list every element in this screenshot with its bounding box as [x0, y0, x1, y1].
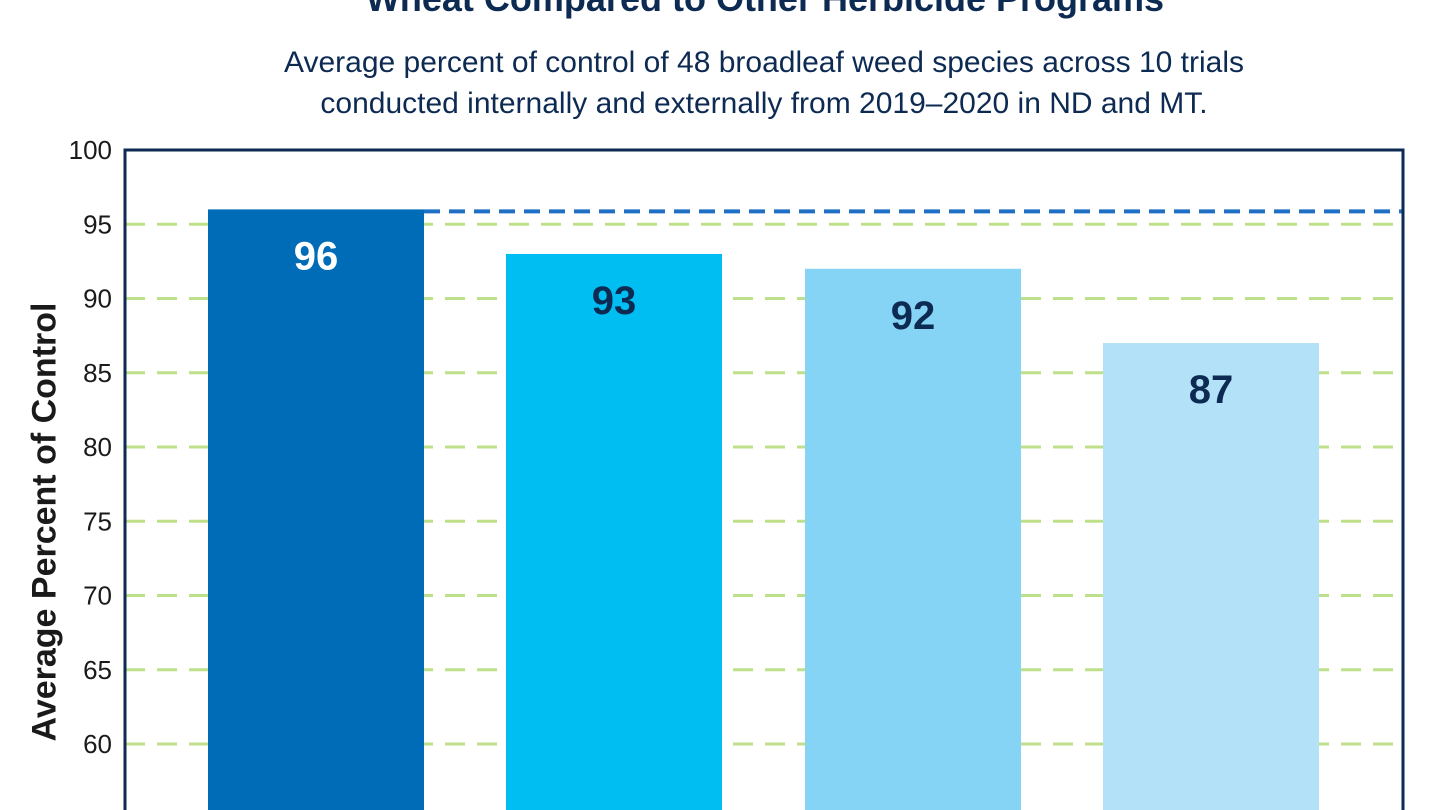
bar-value-label-2: 93 [592, 279, 637, 323]
y-tick-label-65: 65 [83, 655, 112, 685]
subtitle-line-2: conducted internally and externally from… [320, 87, 1208, 120]
bar-value-label-3: 92 [891, 294, 936, 338]
bar-1 [208, 209, 424, 810]
y-tick-label-80: 80 [83, 432, 112, 462]
bar-3 [805, 268, 1021, 810]
y-tick-label-85: 85 [83, 358, 112, 388]
subtitle-line-1: Average percent of control of 48 broadle… [284, 46, 1244, 79]
y-tick-label-100: 100 [69, 135, 112, 165]
y-tick-label-75: 75 [83, 506, 112, 536]
y-tick-label-95: 95 [83, 209, 112, 239]
bar-4 [1103, 343, 1319, 810]
bar-2 [506, 253, 722, 810]
chart-title: Wheat Compared to Other Herbicide Progra… [0, 0, 1440, 20]
bar-value-label-1: 96 [294, 234, 339, 278]
bar-value-label-4: 87 [1189, 368, 1234, 412]
y-tick-label-60: 60 [83, 729, 112, 759]
plot-frame [123, 148, 1405, 810]
chart-subtitle: Average percent of control of 48 broadle… [0, 42, 1440, 124]
y-tick-label-90: 90 [83, 284, 112, 314]
y-tick-label-70: 70 [83, 581, 112, 611]
